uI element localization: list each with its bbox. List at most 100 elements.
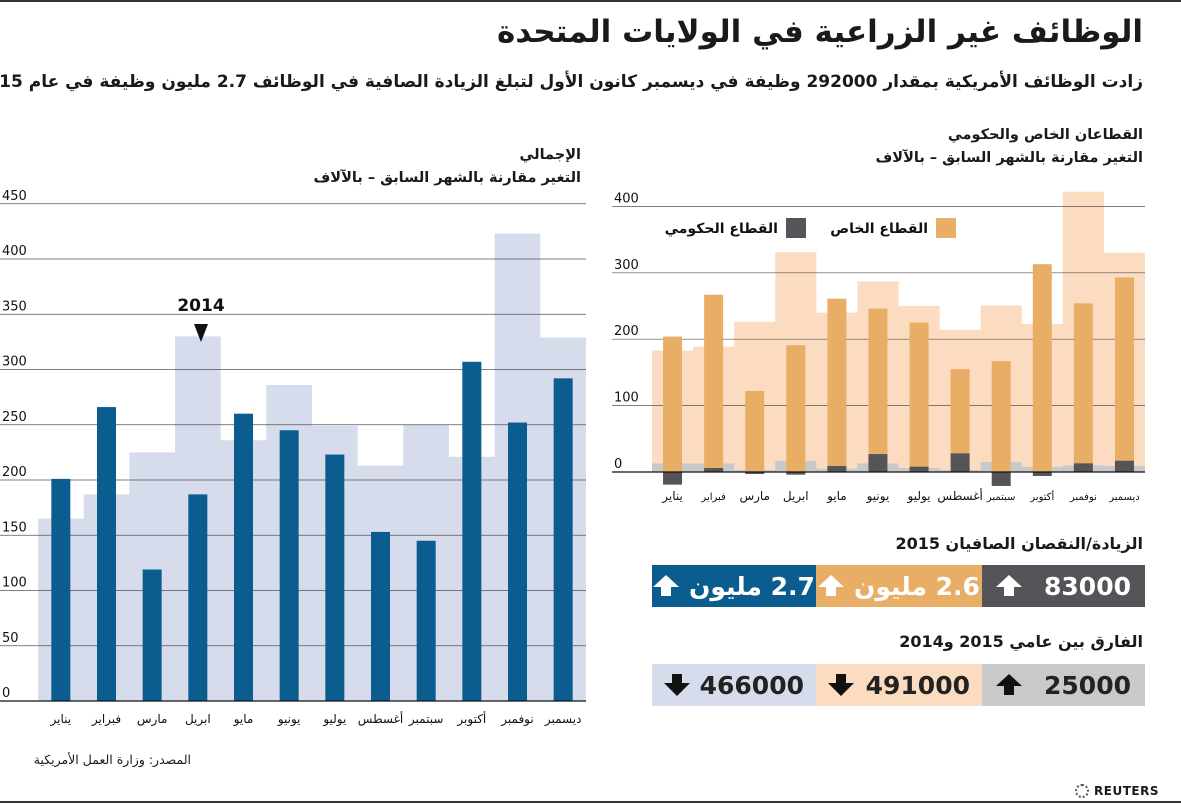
x-tick-label: أغسطس xyxy=(358,711,403,727)
bottom-rule xyxy=(0,801,1181,803)
y-tick-label: 350 xyxy=(2,299,27,314)
y-tick-label: 150 xyxy=(2,520,27,535)
top-rule xyxy=(0,0,1181,2)
arrow-up-icon xyxy=(653,575,680,597)
total-2015-value: 2.7 مليون xyxy=(689,571,815,601)
reuters-dots-icon xyxy=(1075,784,1090,798)
bar-gov-2015 xyxy=(1032,472,1052,476)
bar-2015 xyxy=(462,361,482,701)
page-title: الوظائف غير الزراعية في الولايات المتحدة xyxy=(497,14,1143,50)
legend-gov-swatch xyxy=(786,218,806,238)
page-subtitle: زادت الوظائف الأمريكية بمقدار 292000 وظي… xyxy=(0,72,1143,92)
bar-gov-2015 xyxy=(868,454,888,472)
private-diff-box: 491000 xyxy=(816,664,982,706)
y-tick-label: 0 xyxy=(614,457,622,472)
y-tick-label: 300 xyxy=(2,355,27,370)
gov-2015-box: 83000 xyxy=(982,565,1145,607)
bar-private-2015 xyxy=(827,298,847,472)
arrow-down-icon xyxy=(828,674,854,696)
bar-2015 xyxy=(188,494,208,701)
y-tick-label: 250 xyxy=(2,410,27,425)
x-tick-label: مايو xyxy=(826,489,847,504)
arrow-up-icon xyxy=(996,575,1022,597)
x-tick-label: يونيو xyxy=(277,712,301,727)
private-2014-area xyxy=(652,191,1145,473)
series-2014-area xyxy=(38,233,586,701)
gov-diff-box: 25000 xyxy=(982,664,1145,706)
gov-2015-value: 83000 xyxy=(1044,571,1131,601)
bar-2015 xyxy=(234,413,253,701)
y-tick-label: 400 xyxy=(614,191,639,206)
x-tick-label: يناير xyxy=(50,712,72,727)
y-tick-label: 400 xyxy=(2,244,27,259)
x-tick-label: فبراير xyxy=(700,492,726,503)
bar-private-2015 xyxy=(1073,303,1093,472)
x-tick-label: أكتوبر xyxy=(456,711,486,727)
gov-2014-area xyxy=(652,460,1145,472)
y-tick-label: 50 xyxy=(2,631,19,646)
bar-2015 xyxy=(142,569,162,701)
private-2015-value: 2.6 مليون xyxy=(854,571,980,601)
left-panel-title: الإجمالي xyxy=(519,147,582,163)
x-tick-label: فبراير xyxy=(91,712,121,727)
bar-gov-2015 xyxy=(909,466,929,472)
gov-diff-value: 25000 xyxy=(1044,670,1131,700)
x-tick-label: ابريل xyxy=(783,489,809,504)
source-note: المصدر: وزارة العمل الأمريكية xyxy=(33,752,191,767)
total-diff-value: 466000 xyxy=(699,670,804,700)
bar-private-2015 xyxy=(868,308,888,472)
y-tick-label: 450 xyxy=(2,189,27,204)
y-tick-label: 100 xyxy=(614,391,639,406)
bar-2015 xyxy=(553,378,573,701)
total-diff-box: 466000 xyxy=(652,664,816,706)
bar-gov-2015 xyxy=(704,468,724,472)
y-tick-label: 100 xyxy=(2,576,27,591)
bar-2015 xyxy=(416,540,436,701)
left-panel-subtitle: التغير مقارنة بالشهر السابق – بالآلاف xyxy=(313,170,581,186)
x-tick-label: نوفمبر xyxy=(500,712,533,727)
right-panel-title: القطاعان الخاص والحكومي xyxy=(947,127,1143,143)
x-tick-label: ابريل xyxy=(185,712,211,727)
x-tick-label: ديسمبر xyxy=(1108,492,1139,503)
bar-private-2015 xyxy=(1032,264,1052,472)
bar-2015 xyxy=(371,531,390,701)
sector-jobs-chart: 0 100 200 300 400 يناير فبراير مارس ابريل مايو يون… xyxy=(612,191,1145,504)
bar-2015 xyxy=(97,407,116,701)
bar-2015 xyxy=(51,478,71,701)
annotation-arrow-icon xyxy=(194,324,208,342)
total-jobs-chart: 0 50 100 150 200 250 300 350 400 450 يناير فبراير ما… xyxy=(0,189,586,727)
bar-private-2015 xyxy=(786,345,806,472)
x-tick-label: يوليو xyxy=(907,489,931,504)
x-tick-label: يونيو xyxy=(866,489,890,504)
x-tick-label: ديسمبر xyxy=(544,712,582,727)
bar-2015 xyxy=(508,422,527,701)
y-tick-label: 300 xyxy=(614,258,639,273)
bar-private-2015 xyxy=(663,336,683,472)
x-tick-label: مارس xyxy=(739,489,770,504)
reuters-logo: REUTERS xyxy=(1075,784,1159,798)
legend-private-swatch xyxy=(936,218,956,238)
summary-2015-title: الزيادة/النقصان الصافيان 2015 xyxy=(895,534,1143,553)
y-tick-label: 0 xyxy=(2,686,10,701)
private-2015-box: 2.6 مليون xyxy=(816,565,982,607)
bar-private-2015 xyxy=(909,322,929,472)
bar-private-2015 xyxy=(704,294,724,472)
bar-2015 xyxy=(325,454,345,701)
y-tick-label: 200 xyxy=(2,465,27,480)
x-tick-label: يوليو xyxy=(322,712,346,727)
bar-private-2015 xyxy=(1114,277,1134,472)
bar-gov-2015 xyxy=(663,472,683,485)
right-panel-subtitle: التغير مقارنة بالشهر السابق – بالآلاف xyxy=(875,150,1143,166)
x-tick-label: مارس xyxy=(137,712,168,727)
annotation-2014: 2014 xyxy=(177,296,224,316)
total-2015-box: 2.7 مليون xyxy=(652,565,816,607)
bar-gov-2015 xyxy=(991,472,1011,486)
bar-gov-2015 xyxy=(1114,460,1134,472)
x-tick-label: نوفمبر xyxy=(1069,492,1097,503)
bar-gov-2015 xyxy=(1073,463,1093,472)
bar-gov-2015 xyxy=(827,466,847,472)
bar-private-2015 xyxy=(745,390,765,472)
arrow-down-icon xyxy=(664,674,690,696)
arrow-up-icon xyxy=(818,575,845,597)
